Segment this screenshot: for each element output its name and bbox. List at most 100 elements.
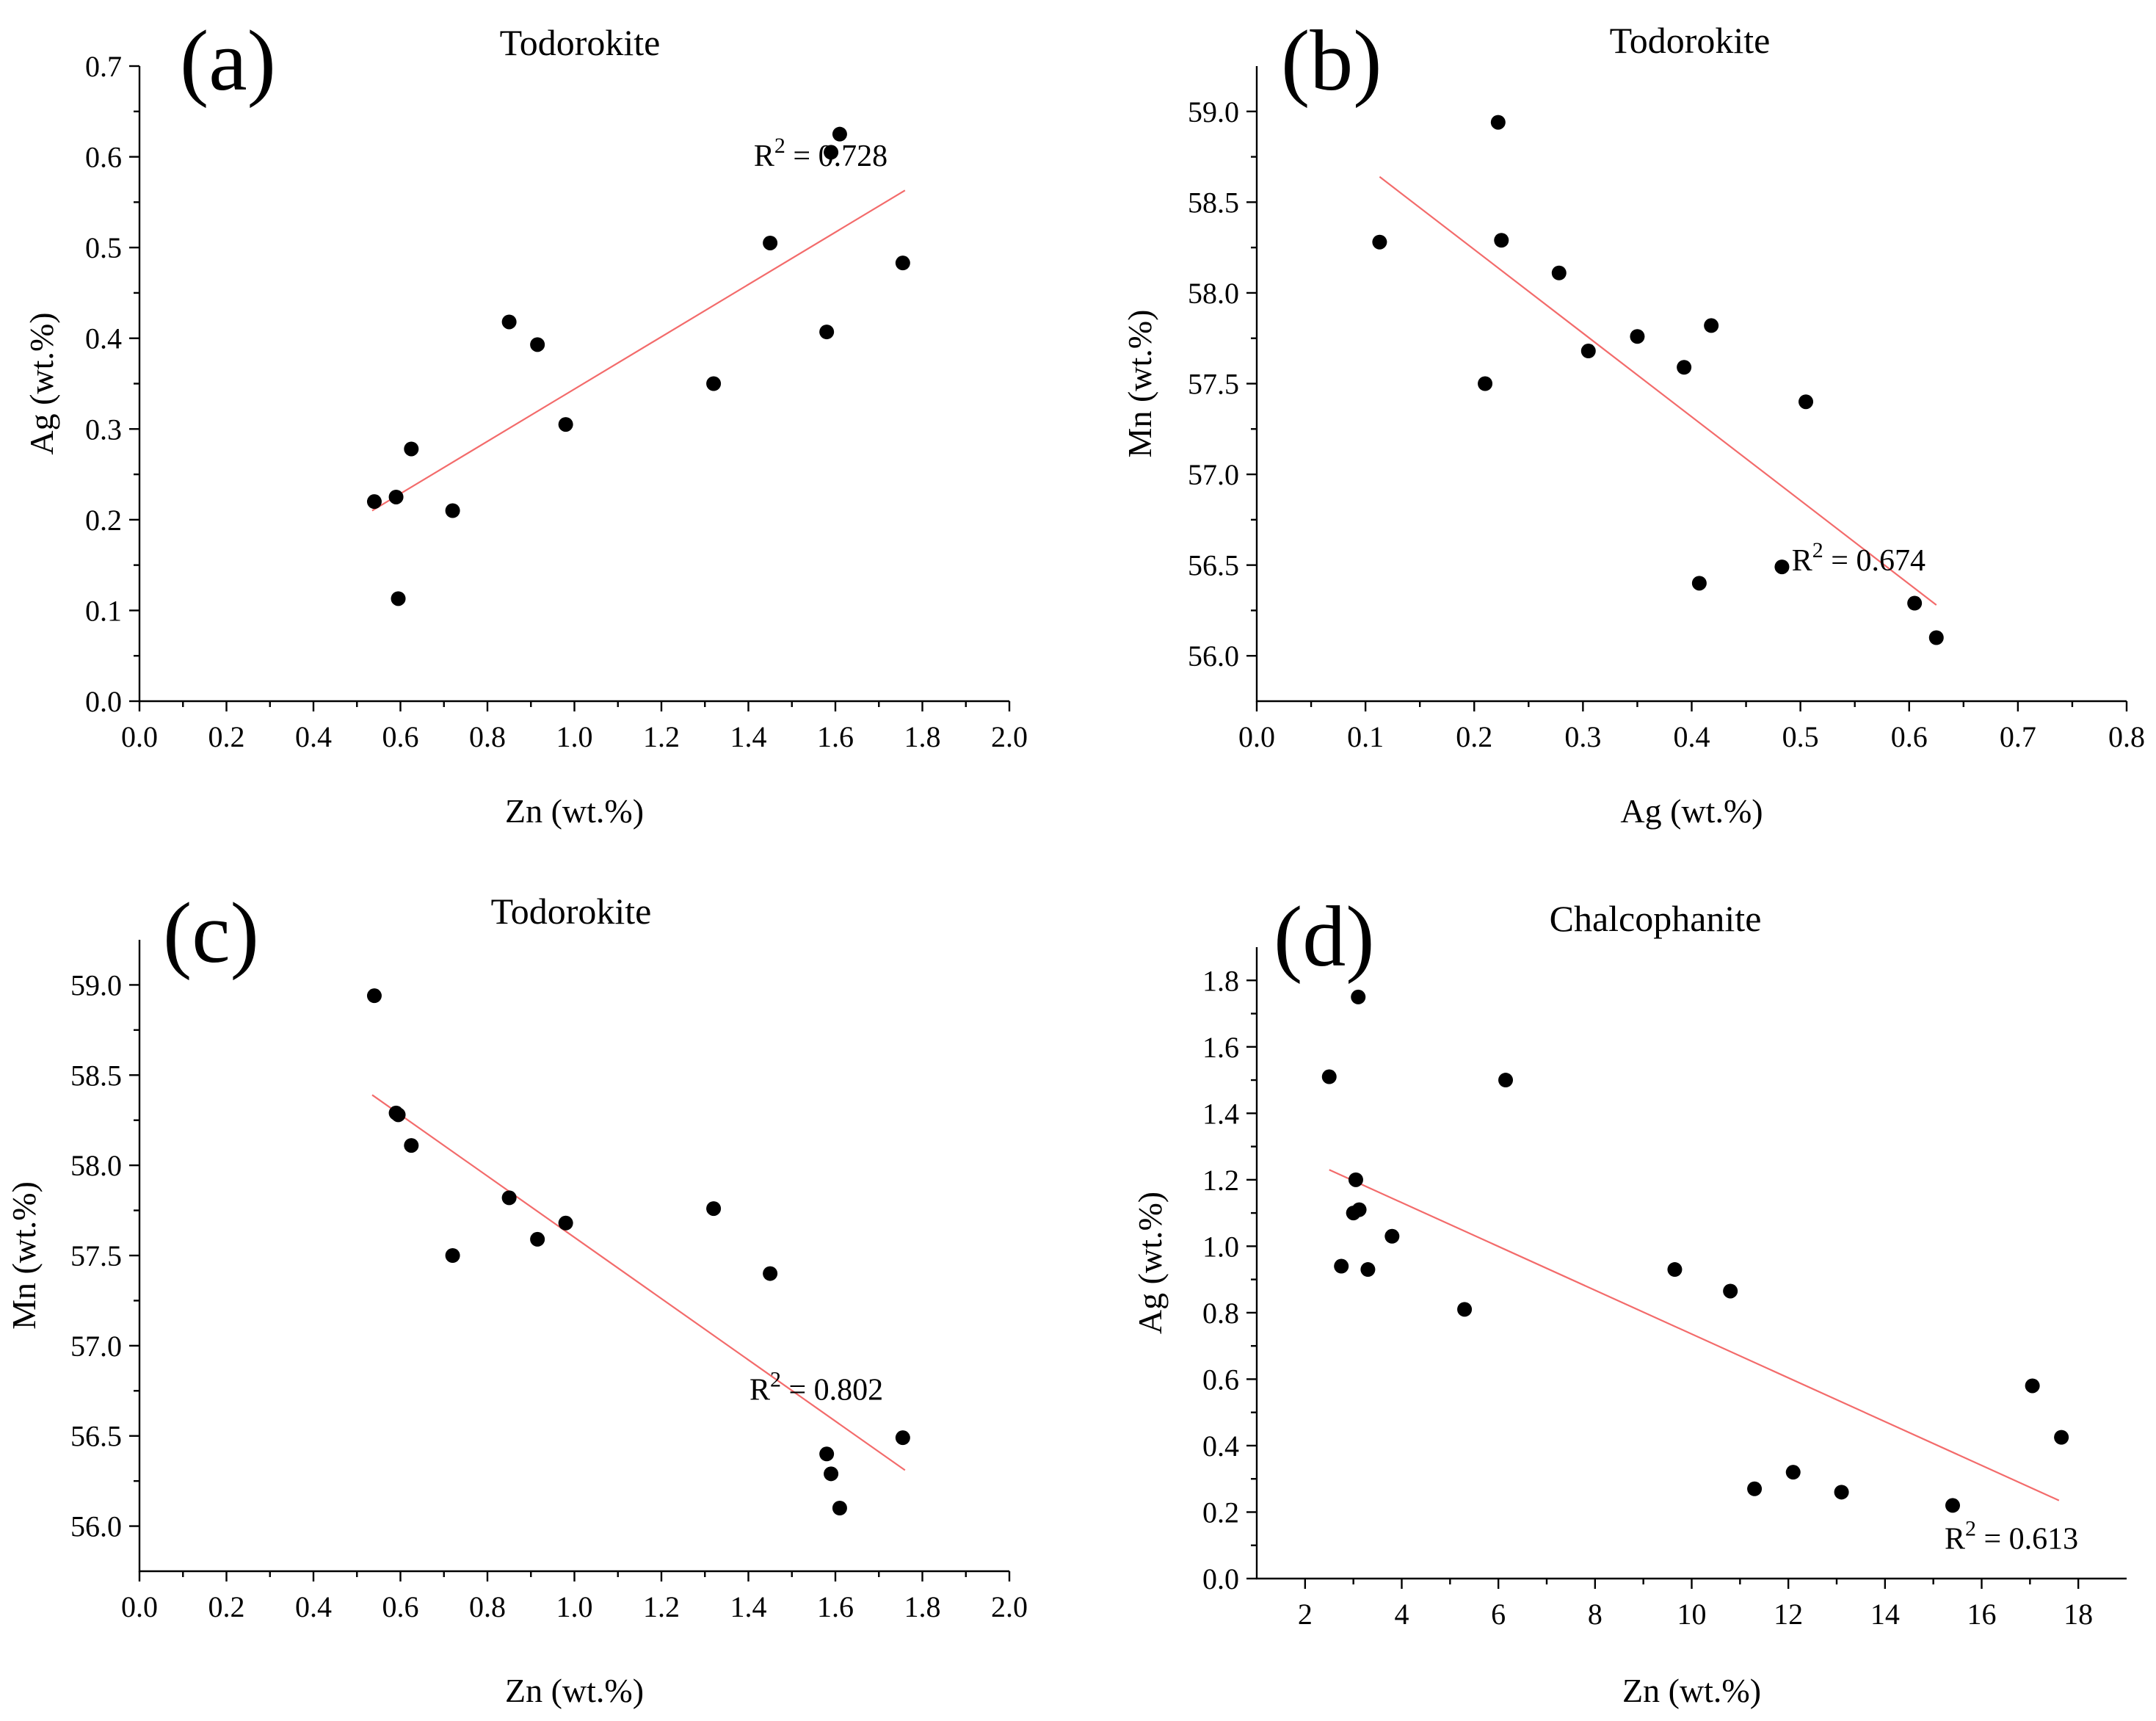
x-tick-label: 0.8 bbox=[2108, 720, 2145, 753]
panel-title: Todorokite bbox=[491, 891, 652, 932]
data-point bbox=[1384, 1228, 1400, 1244]
data-point bbox=[1799, 394, 1814, 410]
x-tick-label: 0.4 bbox=[295, 1590, 332, 1623]
data-point bbox=[558, 1215, 573, 1231]
x-tick-label: 1.2 bbox=[643, 720, 680, 753]
y-tick-label: 59.0 bbox=[70, 968, 122, 1001]
x-tick-label: 8 bbox=[1588, 1598, 1603, 1631]
data-point bbox=[530, 337, 545, 352]
data-point bbox=[1478, 376, 1493, 391]
r-squared-value: = 0.802 bbox=[781, 1374, 883, 1407]
x-tick-label: 14 bbox=[1870, 1598, 1900, 1631]
data-point bbox=[501, 314, 517, 330]
x-tick-label: 1.0 bbox=[556, 1590, 593, 1623]
x-tick-label: 1.6 bbox=[817, 720, 854, 753]
r-squared-base: R bbox=[1945, 1522, 1965, 1556]
y-tick-label: 57.5 bbox=[1188, 368, 1239, 401]
x-tick-label: 0.1 bbox=[1347, 720, 1384, 753]
data-point bbox=[763, 235, 778, 250]
data-point bbox=[2054, 1430, 2069, 1445]
data-point bbox=[824, 1466, 839, 1482]
y-tick-label: 0.6 bbox=[85, 141, 122, 174]
panel-b: 0.0 0.1 0.2 0.3 0.4 0.5 0.6 0.7 0.8 56.0 56.5 57.0 5… bbox=[1121, 12, 2145, 830]
panel-c: 0.0 0.2 0.4 0.6 0.8 1.0 1.2 1.4 1.6 1.8 2.0 56.0 56.… bbox=[5, 885, 1028, 1709]
axis-frame bbox=[1255, 947, 2127, 1580]
r-squared-value: = 0.613 bbox=[1976, 1522, 2078, 1556]
data-point bbox=[2025, 1378, 2040, 1394]
panel-title: Todorokite bbox=[1610, 20, 1771, 61]
y-axis-label: Ag (wt.%) bbox=[1131, 1192, 1169, 1334]
y-tick-label: 56.5 bbox=[1188, 549, 1239, 582]
y-axis-label: Mn (wt.%) bbox=[1121, 310, 1158, 458]
x-tick-label: 0.6 bbox=[1891, 720, 1928, 753]
y-tick-label: 56.0 bbox=[70, 1510, 122, 1543]
panel-title: Chalcophanite bbox=[1550, 898, 1762, 939]
r-squared-value: = 0.728 bbox=[785, 140, 888, 173]
y-tick-label: 0.6 bbox=[1202, 1363, 1239, 1396]
x-tick-label: 1.0 bbox=[556, 720, 593, 753]
x-axis-label: Zn (wt.%) bbox=[505, 792, 644, 830]
data-point bbox=[1723, 1283, 1738, 1299]
x-tick-label: 0.8 bbox=[469, 1590, 506, 1623]
y-tick-label: 0.7 bbox=[85, 50, 122, 83]
data-point bbox=[1580, 344, 1596, 359]
regression-line bbox=[371, 1094, 906, 1471]
data-point bbox=[404, 1138, 419, 1153]
data-point bbox=[445, 503, 460, 518]
data-point bbox=[1360, 1262, 1376, 1278]
y-tick-label: 56.5 bbox=[70, 1420, 122, 1453]
y-tick-label: 58.5 bbox=[1188, 186, 1239, 219]
x-tick-label: 0.2 bbox=[208, 1590, 245, 1623]
data-point bbox=[832, 126, 847, 142]
data-point bbox=[1774, 559, 1790, 575]
r-squared-superscript: 2 bbox=[774, 134, 785, 158]
x-tick-label: 1.8 bbox=[904, 1590, 941, 1623]
y-tick-label: 58.0 bbox=[1188, 277, 1239, 310]
r-squared-base: R bbox=[1792, 544, 1812, 578]
y-tick-label: 1.4 bbox=[1202, 1097, 1239, 1130]
data-point bbox=[366, 494, 382, 510]
x-tick-label: 0.2 bbox=[208, 720, 245, 753]
r-squared-superscript: 2 bbox=[1965, 1516, 1976, 1540]
data-point bbox=[1321, 1069, 1337, 1084]
panel-title: Todorokite bbox=[500, 22, 661, 63]
y-tick-label: 58.5 bbox=[70, 1059, 122, 1092]
x-tick-label: 0.6 bbox=[382, 720, 419, 753]
x-tick-label: 0.2 bbox=[1456, 720, 1492, 753]
panel-d: 2 4 6 8 10 12 14 16 18 0.0 0.2 0.4 0.6 0.8 1.0 1.2 1.4 1.… bbox=[1131, 888, 2127, 1709]
y-tick-label: 1.0 bbox=[1202, 1230, 1239, 1263]
data-point bbox=[1667, 1262, 1683, 1278]
r-squared-value: = 0.674 bbox=[1823, 544, 1925, 578]
y-tick-label: 57.0 bbox=[1188, 458, 1239, 491]
data-point bbox=[1348, 1172, 1363, 1187]
data-point bbox=[1907, 595, 1923, 611]
r-squared-base: R bbox=[749, 1374, 770, 1407]
data-point bbox=[1834, 1485, 1849, 1500]
y-tick-label: 0.5 bbox=[85, 231, 122, 264]
panel-letter: (c) bbox=[163, 885, 259, 981]
y-tick-label: 0.4 bbox=[1202, 1430, 1239, 1463]
axis-frame bbox=[1255, 66, 2127, 703]
x-tick-label: 10 bbox=[1677, 1598, 1707, 1631]
y-tick-label: 58.0 bbox=[70, 1149, 122, 1182]
x-tick-label: 0.0 bbox=[121, 1590, 158, 1623]
x-axis-label: Ag (wt.%) bbox=[1620, 792, 1763, 830]
y-tick-label: 59.0 bbox=[1188, 95, 1239, 128]
data-point bbox=[558, 417, 573, 432]
x-tick-label: 0.4 bbox=[295, 720, 332, 753]
y-tick-label: 1.6 bbox=[1202, 1031, 1239, 1064]
x-tick-label: 0.0 bbox=[121, 720, 158, 753]
data-point bbox=[1945, 1498, 1960, 1513]
data-point bbox=[391, 591, 406, 606]
data-point bbox=[706, 376, 722, 391]
x-tick-label: 2.0 bbox=[991, 720, 1028, 753]
data-point bbox=[763, 1266, 778, 1281]
data-point bbox=[1457, 1302, 1473, 1317]
data-point bbox=[832, 1501, 847, 1515]
data-point bbox=[1494, 233, 1509, 248]
data-point bbox=[501, 1190, 517, 1206]
x-tick-label: 1.4 bbox=[730, 720, 767, 753]
data-point bbox=[1747, 1481, 1763, 1496]
r-squared-base: R bbox=[754, 140, 774, 173]
data-point bbox=[1785, 1465, 1801, 1480]
